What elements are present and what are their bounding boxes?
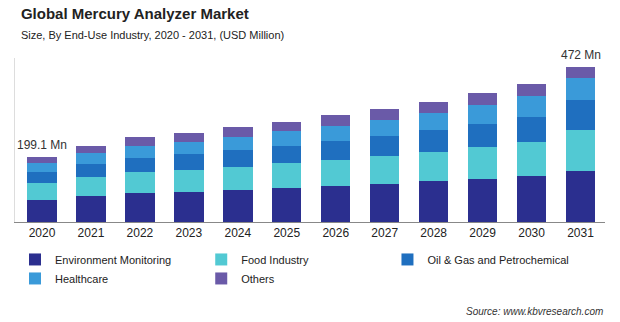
svg-text:Source: www.kbvresearch.com: Source: www.kbvresearch.com xyxy=(466,306,603,317)
svg-text:Healthcare: Healthcare xyxy=(55,273,108,285)
svg-text:Others: Others xyxy=(241,273,275,285)
svg-text:472 Mn: 472 Mn xyxy=(561,48,601,62)
svg-text:2031: 2031 xyxy=(567,226,594,240)
svg-text:2027: 2027 xyxy=(371,226,398,240)
svg-text:2021: 2021 xyxy=(78,226,105,240)
svg-text:2026: 2026 xyxy=(322,226,349,240)
svg-text:Oil & Gas and Petrochemical: Oil & Gas and Petrochemical xyxy=(427,254,568,266)
svg-text:2028: 2028 xyxy=(420,226,447,240)
svg-text:Food Industry: Food Industry xyxy=(241,254,309,266)
svg-text:2020: 2020 xyxy=(29,226,56,240)
svg-text:2024: 2024 xyxy=(224,226,251,240)
svg-text:Global Mercury Analyzer Market: Global Mercury Analyzer MarketSize, By E… xyxy=(21,5,284,41)
svg-text:2022: 2022 xyxy=(127,226,154,240)
svg-text:2029: 2029 xyxy=(469,226,496,240)
svg-text:2023: 2023 xyxy=(176,226,203,240)
svg-text:Environment Monitoring: Environment Monitoring xyxy=(55,254,171,266)
svg-text:2025: 2025 xyxy=(273,226,300,240)
svg-text:2030: 2030 xyxy=(518,226,545,240)
svg-text:199.1 Mn: 199.1 Mn xyxy=(17,138,67,152)
